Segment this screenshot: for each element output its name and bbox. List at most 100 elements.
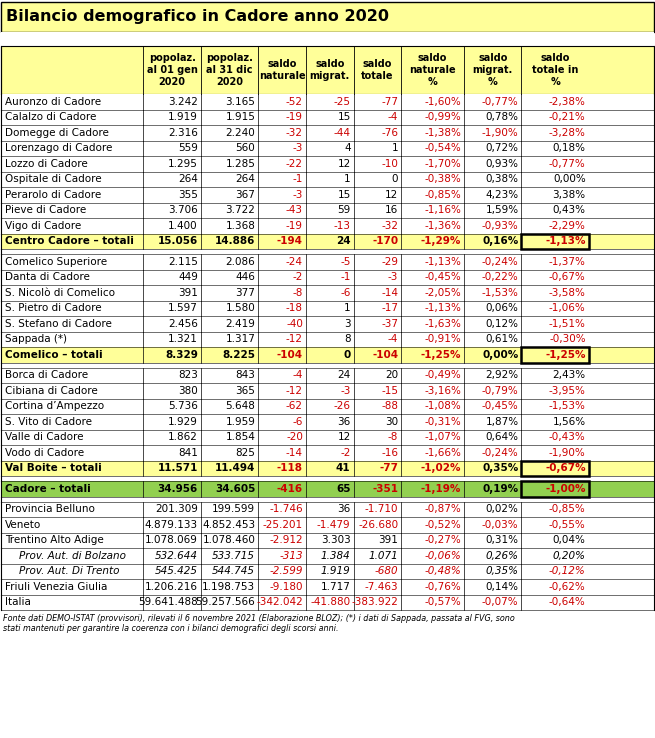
Text: 1.919: 1.919 <box>168 112 198 123</box>
Text: -0,79%: -0,79% <box>481 386 519 396</box>
Text: 377: 377 <box>235 288 255 297</box>
Text: 0: 0 <box>343 350 350 359</box>
Text: 1,59%: 1,59% <box>485 205 519 215</box>
Text: Valle di Cadore: Valle di Cadore <box>5 432 83 442</box>
Text: -0,03%: -0,03% <box>482 520 519 530</box>
Text: -0,07%: -0,07% <box>482 597 519 607</box>
Text: 0,35%: 0,35% <box>485 566 519 576</box>
Text: -0,62%: -0,62% <box>549 582 586 592</box>
Text: Cadore – totali: Cadore – totali <box>5 483 91 494</box>
Text: 15: 15 <box>337 190 350 200</box>
Text: -19: -19 <box>286 112 303 123</box>
Text: 1.854: 1.854 <box>225 432 255 442</box>
Text: 0,00%: 0,00% <box>482 350 519 359</box>
Text: -2,05%: -2,05% <box>424 288 461 297</box>
Text: 2.240: 2.240 <box>225 128 255 138</box>
Text: 380: 380 <box>178 386 198 396</box>
Text: 4.852.453: 4.852.453 <box>202 520 255 530</box>
Text: 2.086: 2.086 <box>225 257 255 266</box>
Text: 5.736: 5.736 <box>168 401 198 411</box>
Text: 3.165: 3.165 <box>225 97 255 107</box>
Text: -0,38%: -0,38% <box>424 174 461 184</box>
Text: -351: -351 <box>372 483 398 494</box>
Text: 1.078.069: 1.078.069 <box>145 535 198 545</box>
Text: -680: -680 <box>375 566 398 576</box>
Text: 0,31%: 0,31% <box>485 535 519 545</box>
Bar <box>1 399 654 414</box>
Text: Vodo di Cadore: Vodo di Cadore <box>5 448 84 458</box>
Text: -1: -1 <box>293 174 303 184</box>
Text: 825: 825 <box>235 448 255 458</box>
Text: 823: 823 <box>178 370 198 380</box>
Text: -18: -18 <box>286 303 303 313</box>
Text: -2,29%: -2,29% <box>549 221 586 231</box>
Text: 1: 1 <box>344 174 350 184</box>
Text: -3,28%: -3,28% <box>549 128 586 138</box>
Text: -1,13%: -1,13% <box>424 303 461 313</box>
Text: -0,93%: -0,93% <box>481 221 519 231</box>
Text: Calalzo di Cadore: Calalzo di Cadore <box>5 112 96 123</box>
Text: -0,24%: -0,24% <box>481 448 519 458</box>
Bar <box>1 2 654 32</box>
Text: 0,14%: 0,14% <box>485 582 519 592</box>
Text: 12: 12 <box>385 190 398 200</box>
Text: Trentino Alto Adige: Trentino Alto Adige <box>5 535 103 545</box>
Text: 1: 1 <box>392 143 398 154</box>
Text: 1.285: 1.285 <box>225 159 255 169</box>
Bar <box>1 269 654 285</box>
Text: Cibiana di Cadore: Cibiana di Cadore <box>5 386 98 396</box>
Text: -0,54%: -0,54% <box>424 143 461 154</box>
Text: -1.710: -1.710 <box>365 504 398 514</box>
Text: 1.368: 1.368 <box>225 221 255 231</box>
Text: -0,49%: -0,49% <box>424 370 461 380</box>
Text: -1,25%: -1,25% <box>545 350 586 359</box>
Text: 2,92%: 2,92% <box>485 370 519 380</box>
Text: -62: -62 <box>286 401 303 411</box>
Bar <box>1 140 654 156</box>
Text: 1.915: 1.915 <box>225 112 255 123</box>
Text: -0,77%: -0,77% <box>549 159 586 169</box>
Text: 2.419: 2.419 <box>225 319 255 328</box>
Text: -1,53%: -1,53% <box>481 288 519 297</box>
Bar <box>1 218 654 233</box>
Text: 2,43%: 2,43% <box>553 370 586 380</box>
Text: Lozzo di Cadore: Lozzo di Cadore <box>5 159 88 169</box>
Text: -37: -37 <box>381 319 398 328</box>
Text: 1,56%: 1,56% <box>553 417 586 427</box>
Text: -32: -32 <box>286 128 303 138</box>
Text: -2.912: -2.912 <box>269 535 303 545</box>
Text: -4: -4 <box>293 370 303 380</box>
Text: -0,55%: -0,55% <box>549 520 586 530</box>
Text: -1,37%: -1,37% <box>549 257 586 266</box>
Text: 12: 12 <box>337 159 350 169</box>
Text: 1.580: 1.580 <box>225 303 255 313</box>
Text: 1.400: 1.400 <box>168 221 198 231</box>
Text: 0,19%: 0,19% <box>482 483 519 494</box>
Bar <box>1 430 654 445</box>
Text: Italia: Italia <box>5 597 31 607</box>
Text: 59.257.566: 59.257.566 <box>196 597 255 607</box>
Bar <box>1 383 654 399</box>
Text: 8.329: 8.329 <box>165 350 198 359</box>
Text: -43: -43 <box>286 205 303 215</box>
Text: 1.198.753: 1.198.753 <box>202 582 255 592</box>
Text: 2.115: 2.115 <box>168 257 198 266</box>
Text: -1,66%: -1,66% <box>424 448 461 458</box>
Text: -14: -14 <box>381 288 398 297</box>
Text: 3.303: 3.303 <box>321 535 350 545</box>
Bar <box>1 461 654 476</box>
Text: 0,12%: 0,12% <box>485 319 519 328</box>
Text: -0,77%: -0,77% <box>481 97 519 107</box>
Text: -1,16%: -1,16% <box>424 205 461 215</box>
Text: -1,06%: -1,06% <box>549 303 586 313</box>
Bar <box>1 187 654 202</box>
Text: -20: -20 <box>286 432 303 442</box>
Text: -3,58%: -3,58% <box>549 288 586 297</box>
Text: 2.316: 2.316 <box>168 128 198 138</box>
Text: -0,21%: -0,21% <box>549 112 586 123</box>
Text: 4,23%: 4,23% <box>485 190 519 200</box>
Bar <box>1 316 654 331</box>
Text: -0,87%: -0,87% <box>424 504 461 514</box>
Text: 59.641.488: 59.641.488 <box>138 597 198 607</box>
Text: 65: 65 <box>336 483 350 494</box>
